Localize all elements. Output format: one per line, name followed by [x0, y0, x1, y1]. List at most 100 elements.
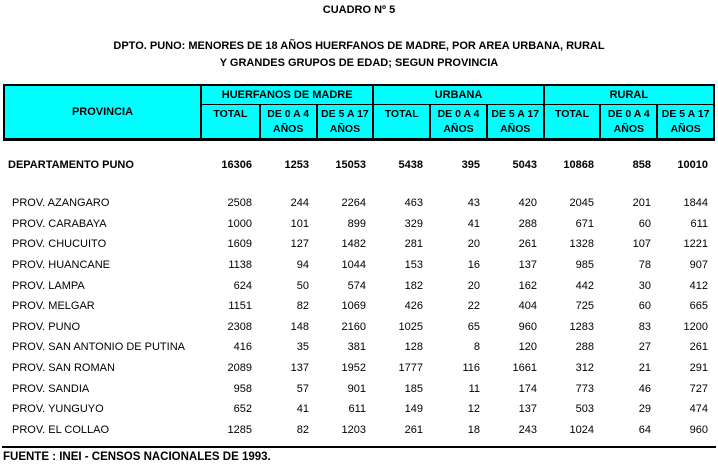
value-rural-0a4: 64	[638, 423, 651, 436]
value-huerfanos-total: 624	[233, 279, 252, 292]
value-huerfanos-5a17: 611	[348, 403, 366, 416]
group-header-huerfanos-de-madre: HUERFANOS DE MADRE	[202, 86, 373, 105]
table-row: PROV. YUNGUYO 652 41 611 149 12 137 503 …	[3, 399, 715, 420]
value-huerfanos-5a17: 1952	[341, 362, 366, 375]
value-huerfanos-total: 1151	[228, 300, 252, 313]
value-urbana-total: 281	[404, 238, 423, 251]
province-name: PROV. PUNO	[12, 320, 81, 333]
value-rural-total: 1024	[569, 423, 594, 436]
value-urbana-5a17: 137	[518, 403, 537, 416]
value-urbana-5a17: 960	[518, 320, 537, 333]
province-name: PROV. SANDIA	[12, 382, 90, 395]
value-huerfanos-total: 1138	[228, 259, 252, 272]
value-huerfanos-total: 416	[233, 341, 252, 354]
province-name: PROV. SAN ANTONIO DE PUTINA	[12, 341, 185, 354]
value-huerfanos-0a4: 148	[290, 320, 309, 333]
value-urbana-total: 5438	[398, 158, 423, 171]
value-urbana-0a4: 43	[467, 197, 480, 210]
table-row: PROV. EL COLLAO 1285 82 1203 261 18 243 …	[3, 420, 715, 441]
page-title: CUADRO Nº 5	[322, 4, 396, 16]
value-rural-total: 1328	[569, 238, 594, 251]
value-urbana-5a17: 1661	[512, 362, 537, 375]
value-urbana-5a17: 174	[518, 382, 537, 395]
value-urbana-5a17: 120	[518, 341, 537, 354]
province-rows: PROV. AZANGARO 2508 244 2264 463 43 420 …	[3, 193, 715, 440]
value-huerfanos-0a4: 101	[290, 217, 309, 230]
value-rural-total: 312	[575, 362, 594, 375]
value-rural-total: 503	[575, 403, 594, 416]
province-name: PROV. YUNGUYO	[12, 403, 104, 416]
value-huerfanos-0a4: 35	[296, 341, 309, 354]
table-row: PROV. MELGAR 1151 82 1069 426 22 404 725…	[3, 296, 715, 317]
value-huerfanos-5a17: 1069	[341, 300, 366, 313]
value-rural-total: 1283	[569, 320, 594, 333]
value-huerfanos-0a4: 137	[290, 362, 309, 375]
value-urbana-5a17: 5043	[512, 158, 537, 171]
value-urbana-total: 1777	[398, 362, 423, 375]
value-huerfanos-total: 1285	[227, 423, 252, 436]
value-urbana-0a4: 395	[461, 158, 480, 171]
value-rural-0a4: 29	[638, 403, 651, 416]
value-rural-total: 671	[575, 217, 594, 230]
province-name: PROV. CHUCUITO	[12, 238, 107, 251]
value-urbana-0a4: 116	[462, 362, 480, 375]
table-row: PROV. CARABAYA 1000 101 899 329 41 288 6…	[3, 214, 715, 235]
province-name: PROV. AZANGARO	[12, 197, 110, 210]
value-huerfanos-0a4: 127	[290, 238, 309, 251]
value-rural-5a17: 907	[689, 259, 708, 272]
table-header: PROVINCIA HUERFANOS DE MADRE URBANA RURA…	[3, 84, 715, 141]
value-rural-5a17: 1221	[683, 238, 708, 251]
value-rural-0a4: 78	[638, 259, 651, 272]
value-rural-5a17: 10010	[677, 158, 708, 171]
value-huerfanos-5a17: 1203	[341, 423, 366, 436]
table-body: DEPARTAMENTO PUNO 16306 1253 15053 5438 …	[3, 141, 715, 440]
value-huerfanos-0a4: 244	[290, 197, 309, 210]
value-urbana-total: 182	[404, 279, 423, 292]
value-huerfanos-0a4: 1253	[284, 158, 309, 171]
value-huerfanos-total: 1609	[227, 238, 252, 251]
value-huerfanos-total: 2089	[227, 362, 252, 375]
value-rural-0a4: 60	[638, 300, 651, 313]
subtitle-line-1: DPTO. PUNO: MENORES DE 18 AÑOS HUERFANOS…	[113, 40, 605, 52]
table-row: PROV. HUANCANE 1138 94 1044 153 16 137 9…	[3, 255, 715, 276]
value-rural-total: 773	[575, 382, 594, 395]
value-urbana-total: 463	[404, 197, 423, 210]
value-huerfanos-total: 2508	[227, 197, 252, 210]
value-huerfanos-5a17: 381	[347, 341, 366, 354]
value-urbana-5a17: 261	[518, 238, 537, 251]
footer-divider	[2, 446, 716, 448]
table-row: PROV. PUNO 2308 148 2160 1025 65 960 128…	[3, 317, 715, 338]
value-huerfanos-0a4: 82	[296, 300, 309, 313]
value-urbana-5a17: 404	[518, 300, 537, 313]
value-huerfanos-5a17: 2264	[341, 197, 366, 210]
value-urbana-0a4: 20	[467, 238, 480, 251]
value-huerfanos-0a4: 94	[296, 259, 309, 272]
table-row: PROV. SANDIA 958 57 901 185 11 174 773 4…	[3, 378, 715, 399]
value-urbana-5a17: 162	[518, 279, 537, 292]
province-name: PROV. EL COLLAO	[12, 423, 110, 436]
value-rural-0a4: 83	[638, 320, 651, 333]
value-urbana-5a17: 137	[518, 259, 537, 272]
value-huerfanos-5a17: 574	[347, 279, 366, 292]
value-huerfanos-0a4: 57	[296, 382, 309, 395]
value-huerfanos-5a17: 1044	[341, 259, 366, 272]
table-row: PROV. CHUCUITO 1609 127 1482 281 20 261 …	[3, 234, 715, 255]
value-urbana-total: 329	[404, 217, 423, 230]
province-name: PROV. LAMPA	[12, 279, 85, 292]
value-urbana-total: 261	[404, 423, 423, 436]
value-huerfanos-total: 16306	[221, 158, 252, 171]
table-row: PROV. SAN ANTONIO DE PUTINA 416 35 381 1…	[3, 337, 715, 358]
value-rural-total: 2045	[569, 197, 594, 210]
value-rural-5a17: 261	[689, 341, 708, 354]
value-urbana-0a4: 65	[467, 320, 480, 333]
value-rural-total: 442	[575, 279, 594, 292]
value-rural-total: 10868	[563, 158, 594, 171]
table-row: PROV. LAMPA 624 50 574 182 20 162 442 30…	[3, 275, 715, 296]
table-row: PROV. SAN ROMAN 2089 137 1952 1777 116 1…	[3, 358, 715, 379]
department-name: DEPARTAMENTO PUNO	[8, 158, 134, 171]
value-rural-5a17: 1200	[683, 320, 708, 333]
department-total-row: DEPARTAMENTO PUNO 16306 1253 15053 5438 …	[3, 157, 715, 172]
value-urbana-0a4: 11	[468, 382, 480, 395]
value-rural-0a4: 201	[632, 197, 651, 210]
value-huerfanos-total: 652	[233, 403, 252, 416]
